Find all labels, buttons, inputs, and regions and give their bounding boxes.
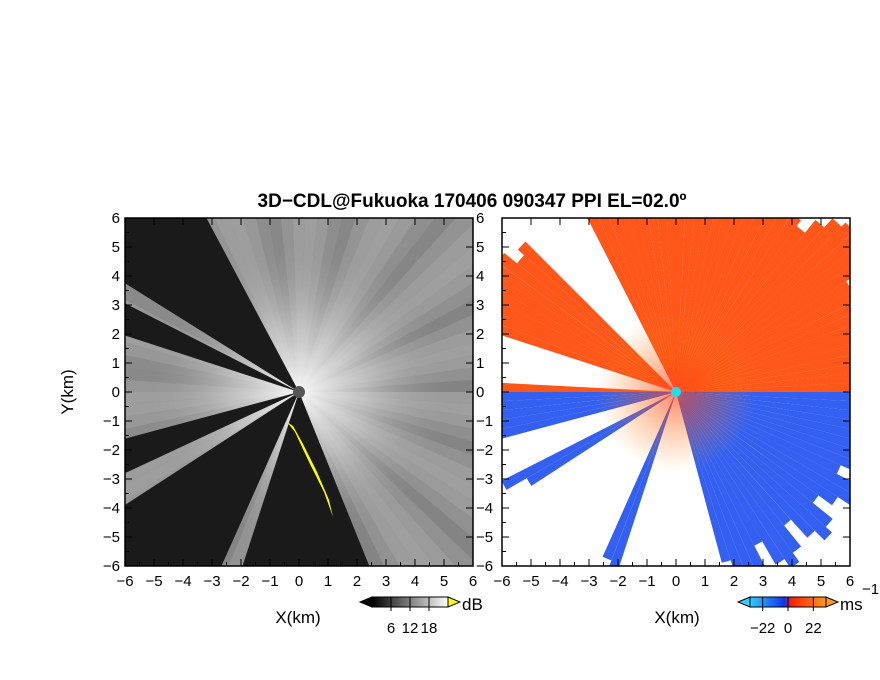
colorbar-tick-label: 6 — [387, 620, 395, 637]
velocity-x-axis-label: X(km) — [654, 608, 699, 627]
colorbar-tick-label: 22 — [805, 620, 822, 637]
y-tick-label: 6 — [112, 210, 120, 227]
y-tick-label-right: 1 — [476, 355, 484, 372]
x-tick-label: 0 — [672, 573, 680, 590]
y-tick-label: −6 — [103, 558, 120, 575]
y-tick-label: 4 — [112, 268, 120, 285]
x-tick-label: −3 — [203, 573, 220, 590]
x-tick-label: −5 — [522, 573, 539, 590]
reflectivity-panel: −6 −5 −4 −3 −2 −1 0 1 2 3 4 5 66 65 54 43 32 21 10 0−1 −1−2−… — [58, 210, 493, 637]
y-tick-label: 0 — [112, 384, 120, 401]
x-tick-label: −2 — [609, 573, 626, 590]
x-tick-label: 1 — [701, 573, 709, 590]
reflectivity-y-axis-label: Y(km) — [58, 369, 77, 414]
reflectivity-dark-sector — [242, 392, 370, 566]
x-tick-label: 6 — [469, 573, 477, 590]
x-tick-label: 3 — [382, 573, 390, 590]
colorbar-tick-label: 0 — [784, 620, 792, 637]
velocity-ticks: −6 −5 −4 −3 −2 −1 0 1 2 3 4 5 6 — [493, 217, 854, 590]
x-tick-label: −3 — [580, 573, 597, 590]
x-tick-label: −6 — [493, 573, 510, 590]
y-tick-label: 2 — [112, 326, 120, 343]
reflectivity-field — [125, 218, 473, 566]
y-tick-label-right: −5 — [476, 529, 493, 546]
y-tick-label-right: −6 — [476, 558, 493, 575]
colorbar-unit: dB — [462, 595, 483, 614]
colorbar-under-triangle — [358, 596, 373, 608]
y-tick-label: 1 — [112, 355, 120, 372]
reflectivity-dark-sector — [125, 392, 299, 474]
chart-title: 3D−CDL@Fukuoka 170406 090347 PPI EL=02.0… — [258, 191, 687, 212]
y-tick-label-right: 3 — [476, 297, 484, 314]
reflectivity-ticks: −6 −5 −4 −3 −2 −1 0 1 2 3 4 5 66 65 54 43 32 21 10 0−1 −1−2−… — [103, 210, 493, 590]
x-tick-label: −4 — [551, 573, 568, 590]
x-tick-label: −5 — [145, 573, 162, 590]
colorbar-over-triangle — [447, 596, 462, 608]
y-tick-label-right: −3 — [476, 471, 493, 488]
x-tick-label: −6 — [116, 573, 133, 590]
x-tick-label: 2 — [730, 573, 738, 590]
x-tick-label: 1 — [324, 573, 332, 590]
reflectivity-dark-sector — [125, 218, 299, 392]
colorbar-under-triangle — [736, 596, 751, 608]
y-tick-label-right: 4 — [476, 268, 484, 285]
x-tick-label: 4 — [788, 573, 796, 590]
colorbar-unit-exponent: −1 — [862, 581, 879, 598]
y-tick-label-right: 0 — [476, 384, 484, 401]
x-tick-label: 5 — [817, 573, 825, 590]
x-tick-label: −2 — [232, 573, 249, 590]
x-tick-label: −1 — [638, 573, 655, 590]
x-tick-label: 3 — [759, 573, 767, 590]
y-tick-label-right: −1 — [476, 413, 493, 430]
y-tick-label-right: −2 — [476, 442, 493, 459]
y-tick-label: −4 — [103, 500, 120, 517]
y-tick-label: −3 — [103, 471, 120, 488]
x-tick-label: 6 — [846, 573, 854, 590]
x-tick-label: −4 — [174, 573, 191, 590]
x-tick-label: 5 — [440, 573, 448, 590]
y-tick-label: −1 — [103, 413, 120, 430]
x-tick-label: 2 — [353, 573, 361, 590]
reflectivity-dark-sector — [125, 303, 299, 392]
colorbar-over-triangle — [825, 596, 840, 608]
y-tick-label-right: 2 — [476, 326, 484, 343]
velocity-colorbar: −22 0 22 ms−1 — [736, 581, 879, 637]
y-tick-label-right: 5 — [476, 239, 484, 256]
x-tick-label: −1 — [261, 573, 278, 590]
y-tick-label: −2 — [103, 442, 120, 459]
y-tick-label-right: −4 — [476, 500, 493, 517]
y-tick-label-right: 6 — [476, 210, 484, 227]
x-tick-label: 0 — [295, 573, 303, 590]
y-tick-label: 5 — [112, 239, 120, 256]
lidar-site-marker — [671, 387, 681, 397]
colorbar-tick-label: 18 — [421, 620, 438, 637]
lidar-site-marker — [293, 386, 305, 398]
reflectivity-colorbar: 6 12 18 dB — [358, 595, 483, 637]
y-tick-label: 3 — [112, 297, 120, 314]
colorbar-tick-label: 12 — [402, 620, 419, 637]
colorbar-unit: ms — [840, 595, 863, 614]
y-tick-label: −5 — [103, 529, 120, 546]
colorbar-tick-label: −22 — [750, 620, 775, 637]
reflectivity-dark-sector — [125, 392, 299, 566]
velocity-field — [502, 218, 850, 566]
reflectivity-x-axis-label: X(km) — [275, 608, 320, 627]
x-tick-label: 4 — [411, 573, 419, 590]
